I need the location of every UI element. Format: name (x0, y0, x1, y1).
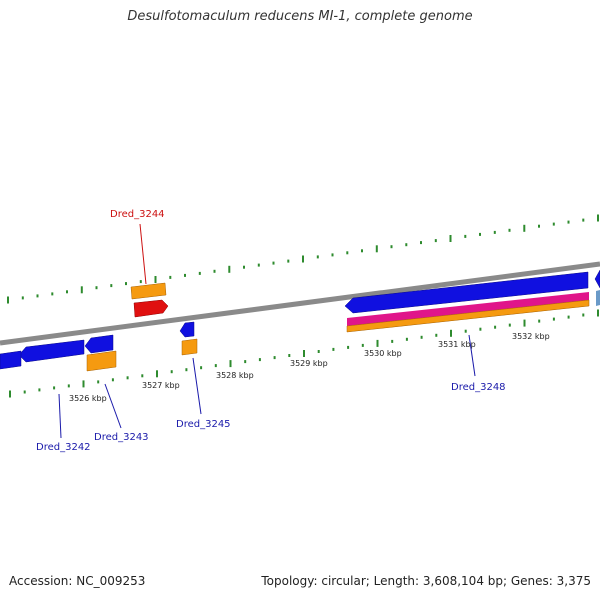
gene-partial-right-lightblue[interactable] (596, 290, 600, 306)
upper-tick-track (7, 214, 599, 304)
scale-label-3532: 3532 kbp (512, 332, 550, 341)
genome-title: Desulfotomaculum reducens MI-1, complete… (127, 9, 473, 24)
gene-dred-3244-orange[interactable] (130, 282, 167, 300)
scale-label-3526: 3526 kbp (69, 394, 107, 403)
gene-partial-right-blue[interactable] (594, 269, 600, 289)
leader-dred-3242 (58, 393, 62, 439)
leader-lines (58, 223, 476, 439)
leader-dred-3245 (192, 357, 202, 415)
accession-text: Accession: NC_009253 (9, 574, 146, 588)
scale-label-3528: 3528 kbp (216, 371, 254, 380)
leader-dred-3244 (139, 223, 147, 285)
genome-summary-text: Topology: circular; Length: 3,608,104 bp… (261, 574, 591, 588)
scale-labels: 3526 kbp 3527 kbp 3528 kbp 3529 kbp 3530… (69, 332, 550, 403)
genome-backbone (0, 261, 600, 346)
leader-dred-3243 (104, 383, 122, 429)
gene-label-dred-3245[interactable]: Dred_3245 (176, 419, 231, 430)
scale-label-3531: 3531 kbp (438, 340, 476, 349)
gene-dred-3243-blue[interactable] (84, 334, 114, 354)
gene-label-dred-3244[interactable]: Dred_3244 (110, 209, 165, 220)
gene-dred-3245-blue[interactable] (179, 321, 195, 338)
gene-dred-3242-blue[interactable] (18, 339, 85, 363)
gene-label-dred-3248[interactable]: Dred_3248 (451, 382, 506, 393)
scale-label-3530: 3530 kbp (364, 349, 402, 358)
gene-dred-3248-blue[interactable] (344, 271, 589, 314)
gene-dred-3248-orange[interactable] (346, 299, 590, 333)
gene-label-dred-3242[interactable]: Dred_3242 (36, 442, 91, 453)
gene-labels: Dred_3244 Dred_3245 Dred_3243 Dred_3242 … (36, 209, 506, 453)
gene-dred-3243-orange[interactable] (86, 350, 117, 372)
gene-partial-left-blue[interactable] (0, 350, 22, 370)
gene-dred-3244-red[interactable] (133, 299, 169, 318)
gene-dred-3248-magenta[interactable] (347, 292, 589, 326)
gene-dred-3245-orange[interactable] (181, 338, 198, 356)
scale-label-3529: 3529 kbp (290, 359, 328, 368)
gene-label-dred-3243[interactable]: Dred_3243 (94, 432, 149, 443)
feature-layer (0, 269, 600, 372)
scale-label-3527: 3527 kbp (142, 381, 180, 390)
leader-dred-3248 (468, 334, 476, 377)
lower-tick-track (9, 309, 599, 398)
